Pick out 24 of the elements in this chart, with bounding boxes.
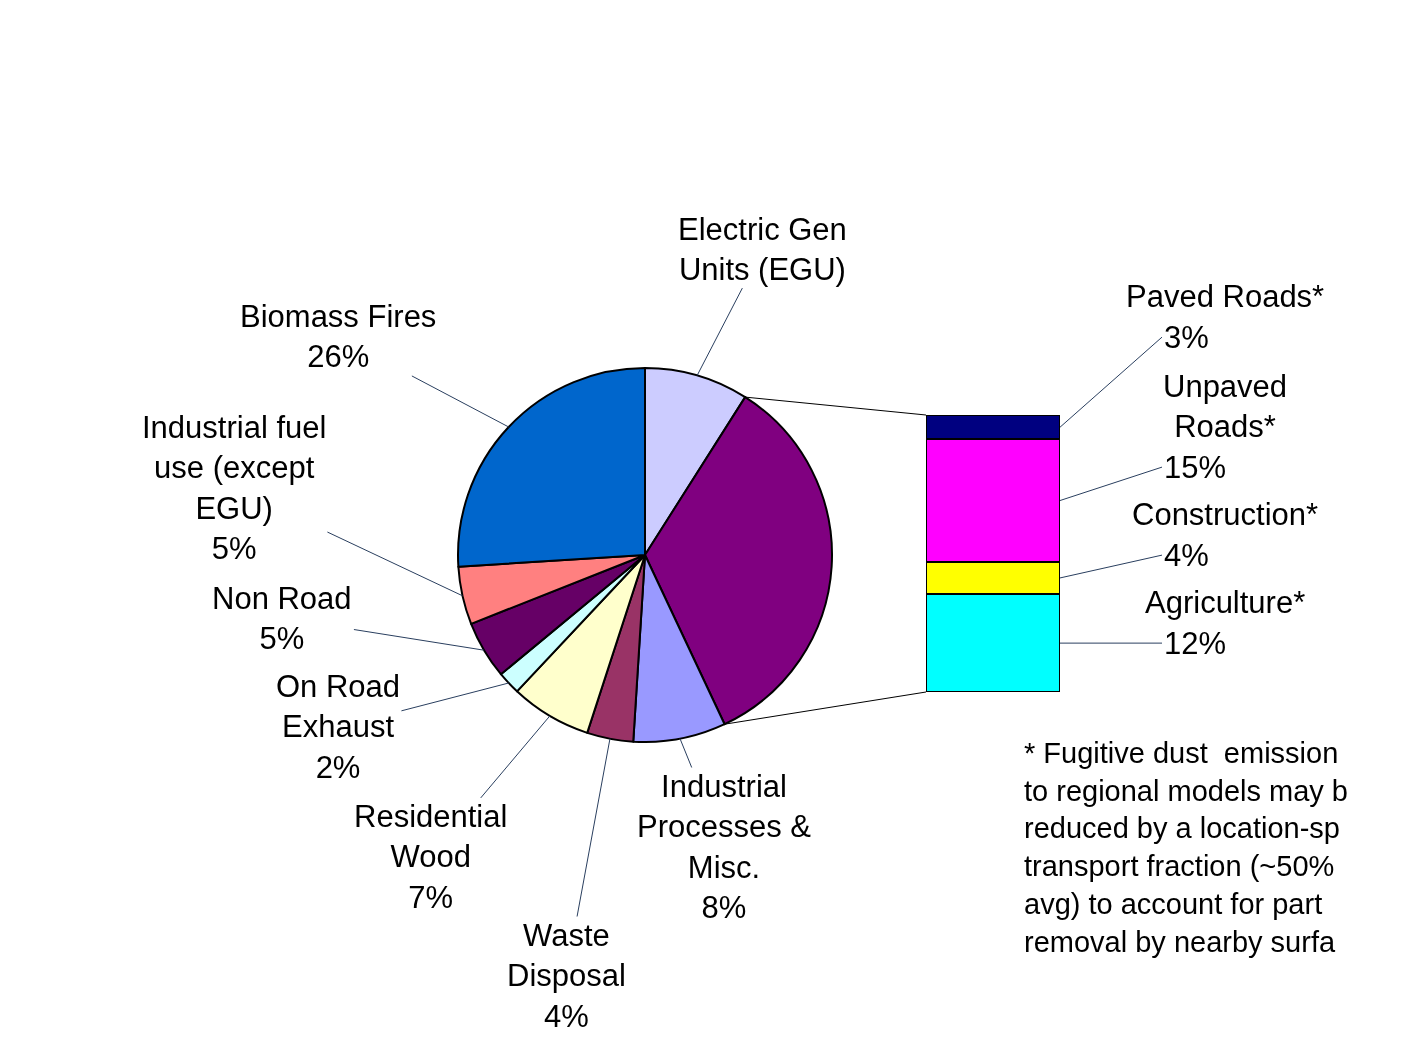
slice-label: Waste Disposal <box>507 918 626 994</box>
data-label: 7% <box>408 879 454 915</box>
data-label: 3% <box>1164 320 1209 355</box>
slice-label: Non Road <box>212 581 352 616</box>
slice-label: Industrial Processes & Misc. <box>637 769 812 885</box>
text: Paved Roads* <box>1126 279 1325 314</box>
data-label: 5% <box>259 621 305 657</box>
data-label: 4% <box>544 998 589 1034</box>
data-label: 12% <box>1164 626 1227 661</box>
slice-label: Biomass Fires <box>240 299 437 334</box>
data-label: 5% <box>211 530 257 566</box>
text: Agriculture* <box>1145 585 1306 620</box>
slice-label: Industrial fuel use (except EGU) <box>142 410 327 526</box>
data-label: 26% <box>307 339 370 375</box>
slice-label: On Road Exhaust <box>276 669 401 745</box>
data-label: 2% <box>315 749 361 785</box>
data-label: 15% <box>1164 450 1227 485</box>
slice-label: Residential Wood <box>354 799 508 875</box>
data-label: 8% <box>701 889 747 925</box>
slice-label: Electric Gen Units (EGU) <box>678 212 847 288</box>
text: * Fugitive dust emission to regional models may b reduced by a location-sp transport fraction (~50% avg) to account for part removal by nearby surfa <box>1024 737 1348 958</box>
text: Construction* <box>1132 497 1319 532</box>
text: Unpaved Roads* <box>1163 369 1288 445</box>
data-label: 4% <box>1164 538 1209 573</box>
